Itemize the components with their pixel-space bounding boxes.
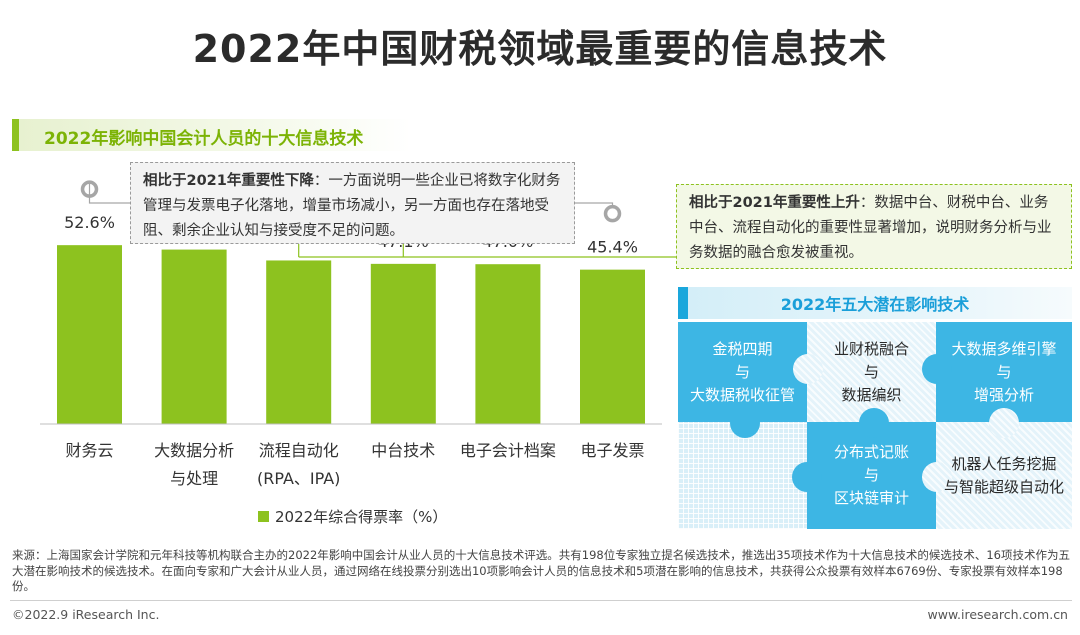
puzzle-label-4: 分布式记账 与 区块链审计	[833, 443, 909, 507]
tick-label: 财务云	[65, 441, 113, 460]
copyright: ©2022.9 iResearch Inc.	[12, 607, 160, 622]
note-decline-heading: 相比于2021年重要性下降	[143, 173, 314, 189]
page-title: 2022年中国财税领域最重要的信息技术	[192, 27, 888, 71]
legend-swatch	[258, 511, 269, 522]
note-decline-text: ：一方面说明一些企业已将数字化财务管理与发票电子化落地，增量市场减小，另一方面也…	[143, 173, 561, 239]
puzzle-piece-4: 分布式记账 与 区块链审计	[807, 422, 936, 529]
bar	[161, 249, 227, 424]
tick-label: 电子会计档案	[460, 441, 556, 460]
tick-label: (RPA、IPA)	[257, 469, 340, 488]
puzzle-label-2: 业财税融合 与 数据编织	[833, 339, 909, 404]
note-increase: 相比于2021年重要性上升：数据中台、财税中台、业务中台、流程自动化的重要性显著…	[676, 184, 1072, 269]
section-banner	[19, 119, 411, 151]
puzzle-knob	[730, 408, 760, 438]
puzzle-knob	[922, 462, 952, 492]
puzzle-label-3: 大数据多维引擎 与 增强分析	[951, 339, 1057, 404]
data-label: 45.4%	[587, 238, 638, 257]
tick-label: 与处理	[170, 469, 218, 488]
section-title: 2022年影响中国会计人员的十大信息技术	[44, 129, 364, 149]
bar	[475, 264, 541, 424]
data-label: 52.6%	[64, 213, 115, 232]
tick-label: 流程自动化	[259, 441, 339, 460]
tick-label: 大数据分析	[154, 441, 234, 460]
note-increase-heading: 相比于2021年重要性上升	[689, 195, 860, 211]
chart-legend: 2022年综合得票率（%）	[258, 506, 447, 527]
puzzle-piece-3: 大数据多维引擎 与 增强分析	[936, 322, 1072, 422]
bar	[370, 263, 436, 424]
tick-label: 电子发票	[580, 441, 644, 460]
source-note: 来源：上海国家会计学院和元年科技等机构联合主办的2022年影响中国会计从业人员的…	[12, 548, 1070, 593]
website-link[interactable]: www.iresearch.com.cn	[927, 607, 1069, 622]
potential-accent-bar	[678, 287, 688, 319]
note-decline: 相比于2021年重要性下降：一方面说明一些企业已将数字化财务管理与发票电子化落地…	[130, 162, 575, 244]
puzzle-knob	[792, 462, 822, 492]
puzzle-piece-2: 业财税融合 与 数据编织	[807, 322, 936, 422]
puzzle-piece-blank-left	[678, 422, 807, 529]
puzzle-label-5: 机器人任务挖掘 与智能超级自动化	[943, 454, 1064, 496]
bar	[266, 260, 332, 424]
puzzle-knob	[859, 408, 889, 438]
puzzle-knob	[922, 354, 952, 384]
puzzle-piece-1: 金税四期 与 大数据税收征管	[678, 322, 807, 422]
note-increase-text: ：数据中台、财税中台、业务中台、流程自动化的重要性显著增加，说明财务分析与业务数…	[689, 195, 1052, 261]
bar	[57, 245, 122, 424]
connector-line	[88, 181, 130, 204]
potential-title: 2022年五大潜在影响技术	[780, 295, 970, 314]
bar	[580, 269, 645, 424]
footer-divider	[10, 600, 1072, 601]
puzzle-piece-5: 机器人任务挖掘 与智能超级自动化	[936, 422, 1072, 529]
puzzle-knob	[793, 354, 823, 384]
puzzle-label-1: 金税四期 与 大数据税收征管	[689, 339, 795, 404]
connector-line	[575, 202, 614, 206]
puzzle-knob	[989, 408, 1019, 438]
tick-label: 中台技术	[371, 441, 435, 460]
potential-banner	[678, 287, 1072, 319]
trend-marker	[603, 204, 622, 223]
section-accent-bar	[12, 119, 19, 151]
legend-label: 2022年综合得票率（%）	[275, 508, 448, 526]
